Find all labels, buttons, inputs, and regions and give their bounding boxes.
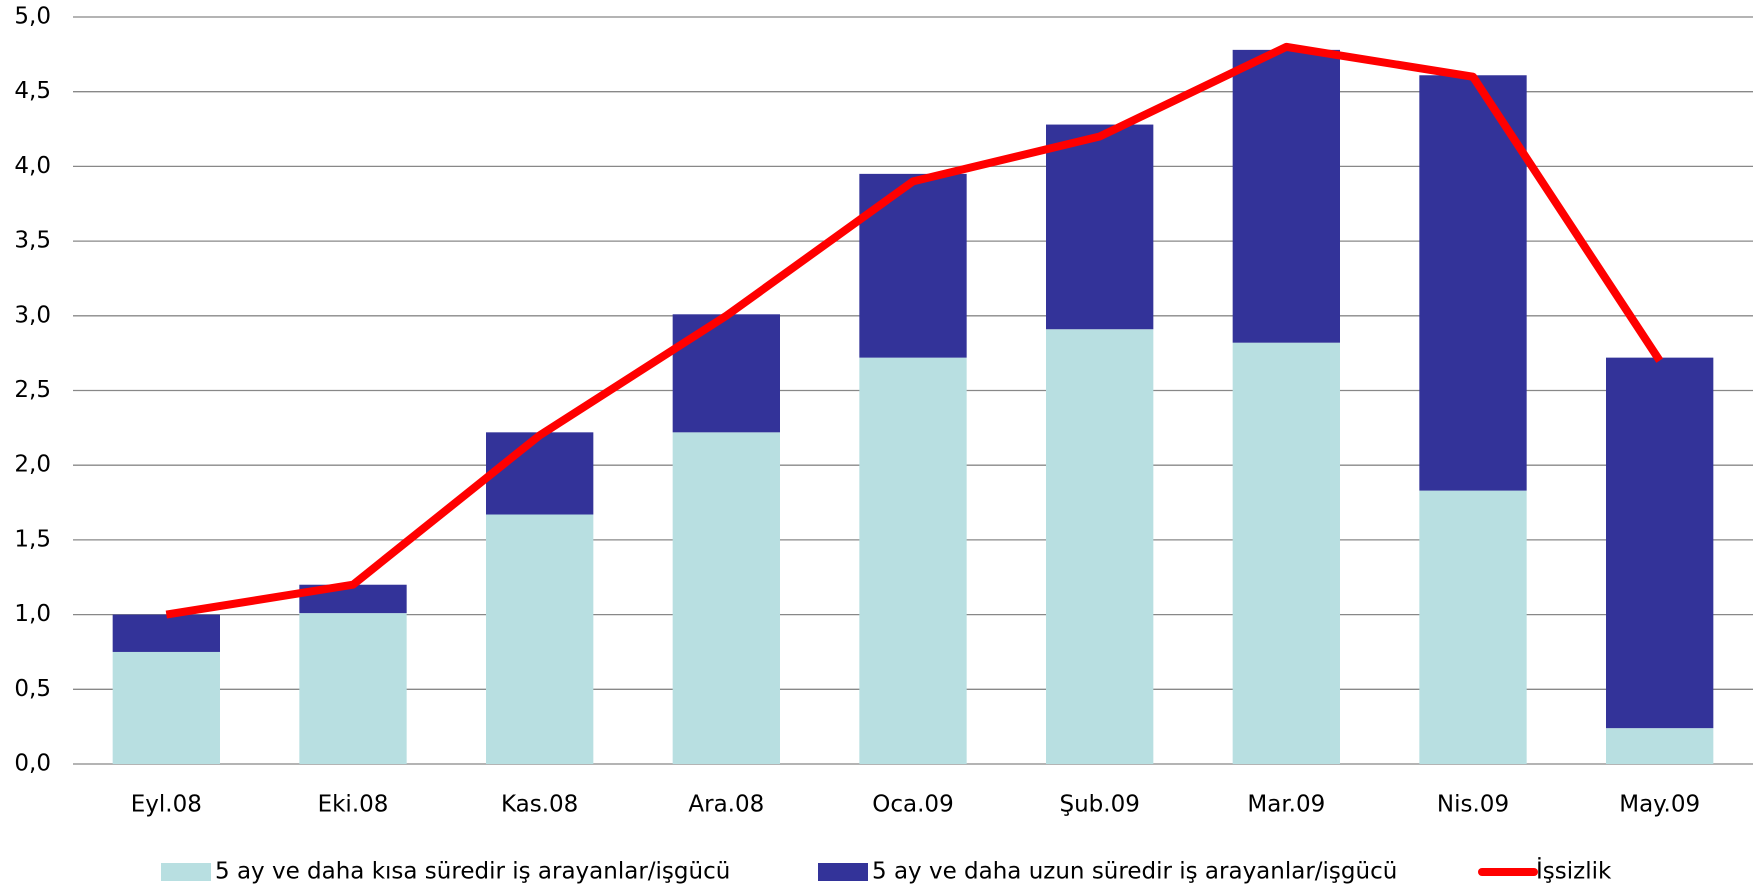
y-tick-label: 4,5 bbox=[14, 78, 51, 104]
y-tick-label: 0,5 bbox=[14, 676, 51, 702]
x-tick-label: Ara.08 bbox=[688, 792, 764, 818]
bar bbox=[1419, 490, 1527, 764]
y-tick-label: 2,5 bbox=[14, 377, 51, 403]
y-tick-label: 1,0 bbox=[14, 601, 51, 627]
bar bbox=[672, 432, 780, 764]
line bbox=[165, 42, 1664, 619]
y-tick-label: 1,5 bbox=[14, 526, 51, 552]
bar bbox=[1606, 728, 1714, 764]
legend-label: 5 ay ve daha kısa süredir iş arayanlar/i… bbox=[215, 859, 730, 885]
bar bbox=[1606, 357, 1714, 729]
bar bbox=[486, 514, 594, 764]
bar bbox=[486, 432, 594, 515]
legend-label: 5 ay ve daha uzun süredir iş arayanlar/i… bbox=[872, 859, 1397, 885]
y-tick-label: 3,0 bbox=[14, 302, 51, 328]
x-tick-label: Şub.09 bbox=[1059, 792, 1139, 818]
bar bbox=[672, 314, 780, 433]
x-tick-label: Oca.09 bbox=[872, 792, 953, 818]
bar bbox=[1046, 329, 1154, 764]
y-tick-label: 3,5 bbox=[14, 228, 51, 254]
bar bbox=[1232, 342, 1340, 764]
legend-swatch bbox=[818, 863, 868, 881]
y-tick-label: 4,0 bbox=[14, 153, 51, 179]
y-tick-label: 2,0 bbox=[14, 452, 51, 478]
legend-swatch bbox=[161, 863, 211, 881]
x-tick-label: Kas.08 bbox=[501, 792, 578, 818]
bar bbox=[299, 613, 407, 764]
bar bbox=[1232, 49, 1340, 343]
bar bbox=[1419, 75, 1527, 491]
x-tick-label: Eyl.08 bbox=[131, 792, 202, 818]
x-tick-label: Mar.09 bbox=[1247, 792, 1325, 818]
x-tick-label: May.09 bbox=[1619, 792, 1700, 818]
x-tick-label: Eki.08 bbox=[318, 792, 389, 818]
bar bbox=[112, 651, 220, 764]
bar bbox=[112, 614, 220, 652]
x-tick-label: Nis.09 bbox=[1437, 792, 1509, 818]
bar bbox=[859, 357, 967, 764]
bar bbox=[859, 173, 967, 358]
y-tick-label: 0,0 bbox=[14, 751, 51, 777]
y-tick-label: 5,0 bbox=[14, 4, 51, 30]
legend-label: İşsizlik bbox=[1536, 857, 1612, 885]
bar bbox=[1046, 124, 1154, 330]
